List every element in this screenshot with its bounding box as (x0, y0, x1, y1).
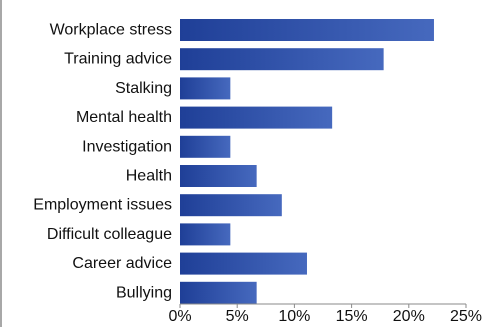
category-label-difficult-colleague: Difficult colleague (47, 226, 172, 243)
category-labels: Workplace stress Training advice Stalking M… (33, 22, 172, 302)
bar-stalking (180, 77, 231, 100)
bar-employment-issues (180, 194, 282, 217)
category-label-stalking: Stalking (115, 80, 172, 97)
bar-difficult-colleague (180, 223, 231, 246)
x-tick-label-1: 5% (226, 308, 249, 325)
category-label-workplace-stress: Workplace stress (50, 22, 172, 39)
category-label-mental-health: Mental health (76, 109, 172, 126)
category-label-health: Health (126, 168, 172, 185)
x-tick-label-3: 15% (336, 308, 368, 325)
x-tick-label-5: 25% (450, 308, 482, 325)
x-axis: 0% 5% 10% 15% 20% 25% (168, 303, 482, 325)
category-label-bullying: Bullying (116, 284, 172, 301)
bar-mental-health (180, 106, 333, 129)
category-label-career-advice: Career advice (72, 255, 172, 272)
bars-layer (180, 19, 434, 304)
bar-health (180, 165, 257, 187)
category-label-investigation: Investigation (82, 138, 172, 155)
bar-training-advice (180, 48, 384, 71)
x-tick-label-4: 20% (393, 308, 425, 325)
category-label-training-advice: Training advice (64, 51, 172, 68)
bar-bullying (180, 281, 257, 304)
x-tick-label-2: 10% (278, 308, 310, 325)
x-tick-label-0: 0% (168, 308, 191, 325)
bar-workplace-stress (180, 19, 434, 41)
category-label-employment-issues: Employment issues (33, 197, 172, 214)
bar-career-advice (180, 252, 307, 275)
bar-investigation (180, 135, 231, 158)
